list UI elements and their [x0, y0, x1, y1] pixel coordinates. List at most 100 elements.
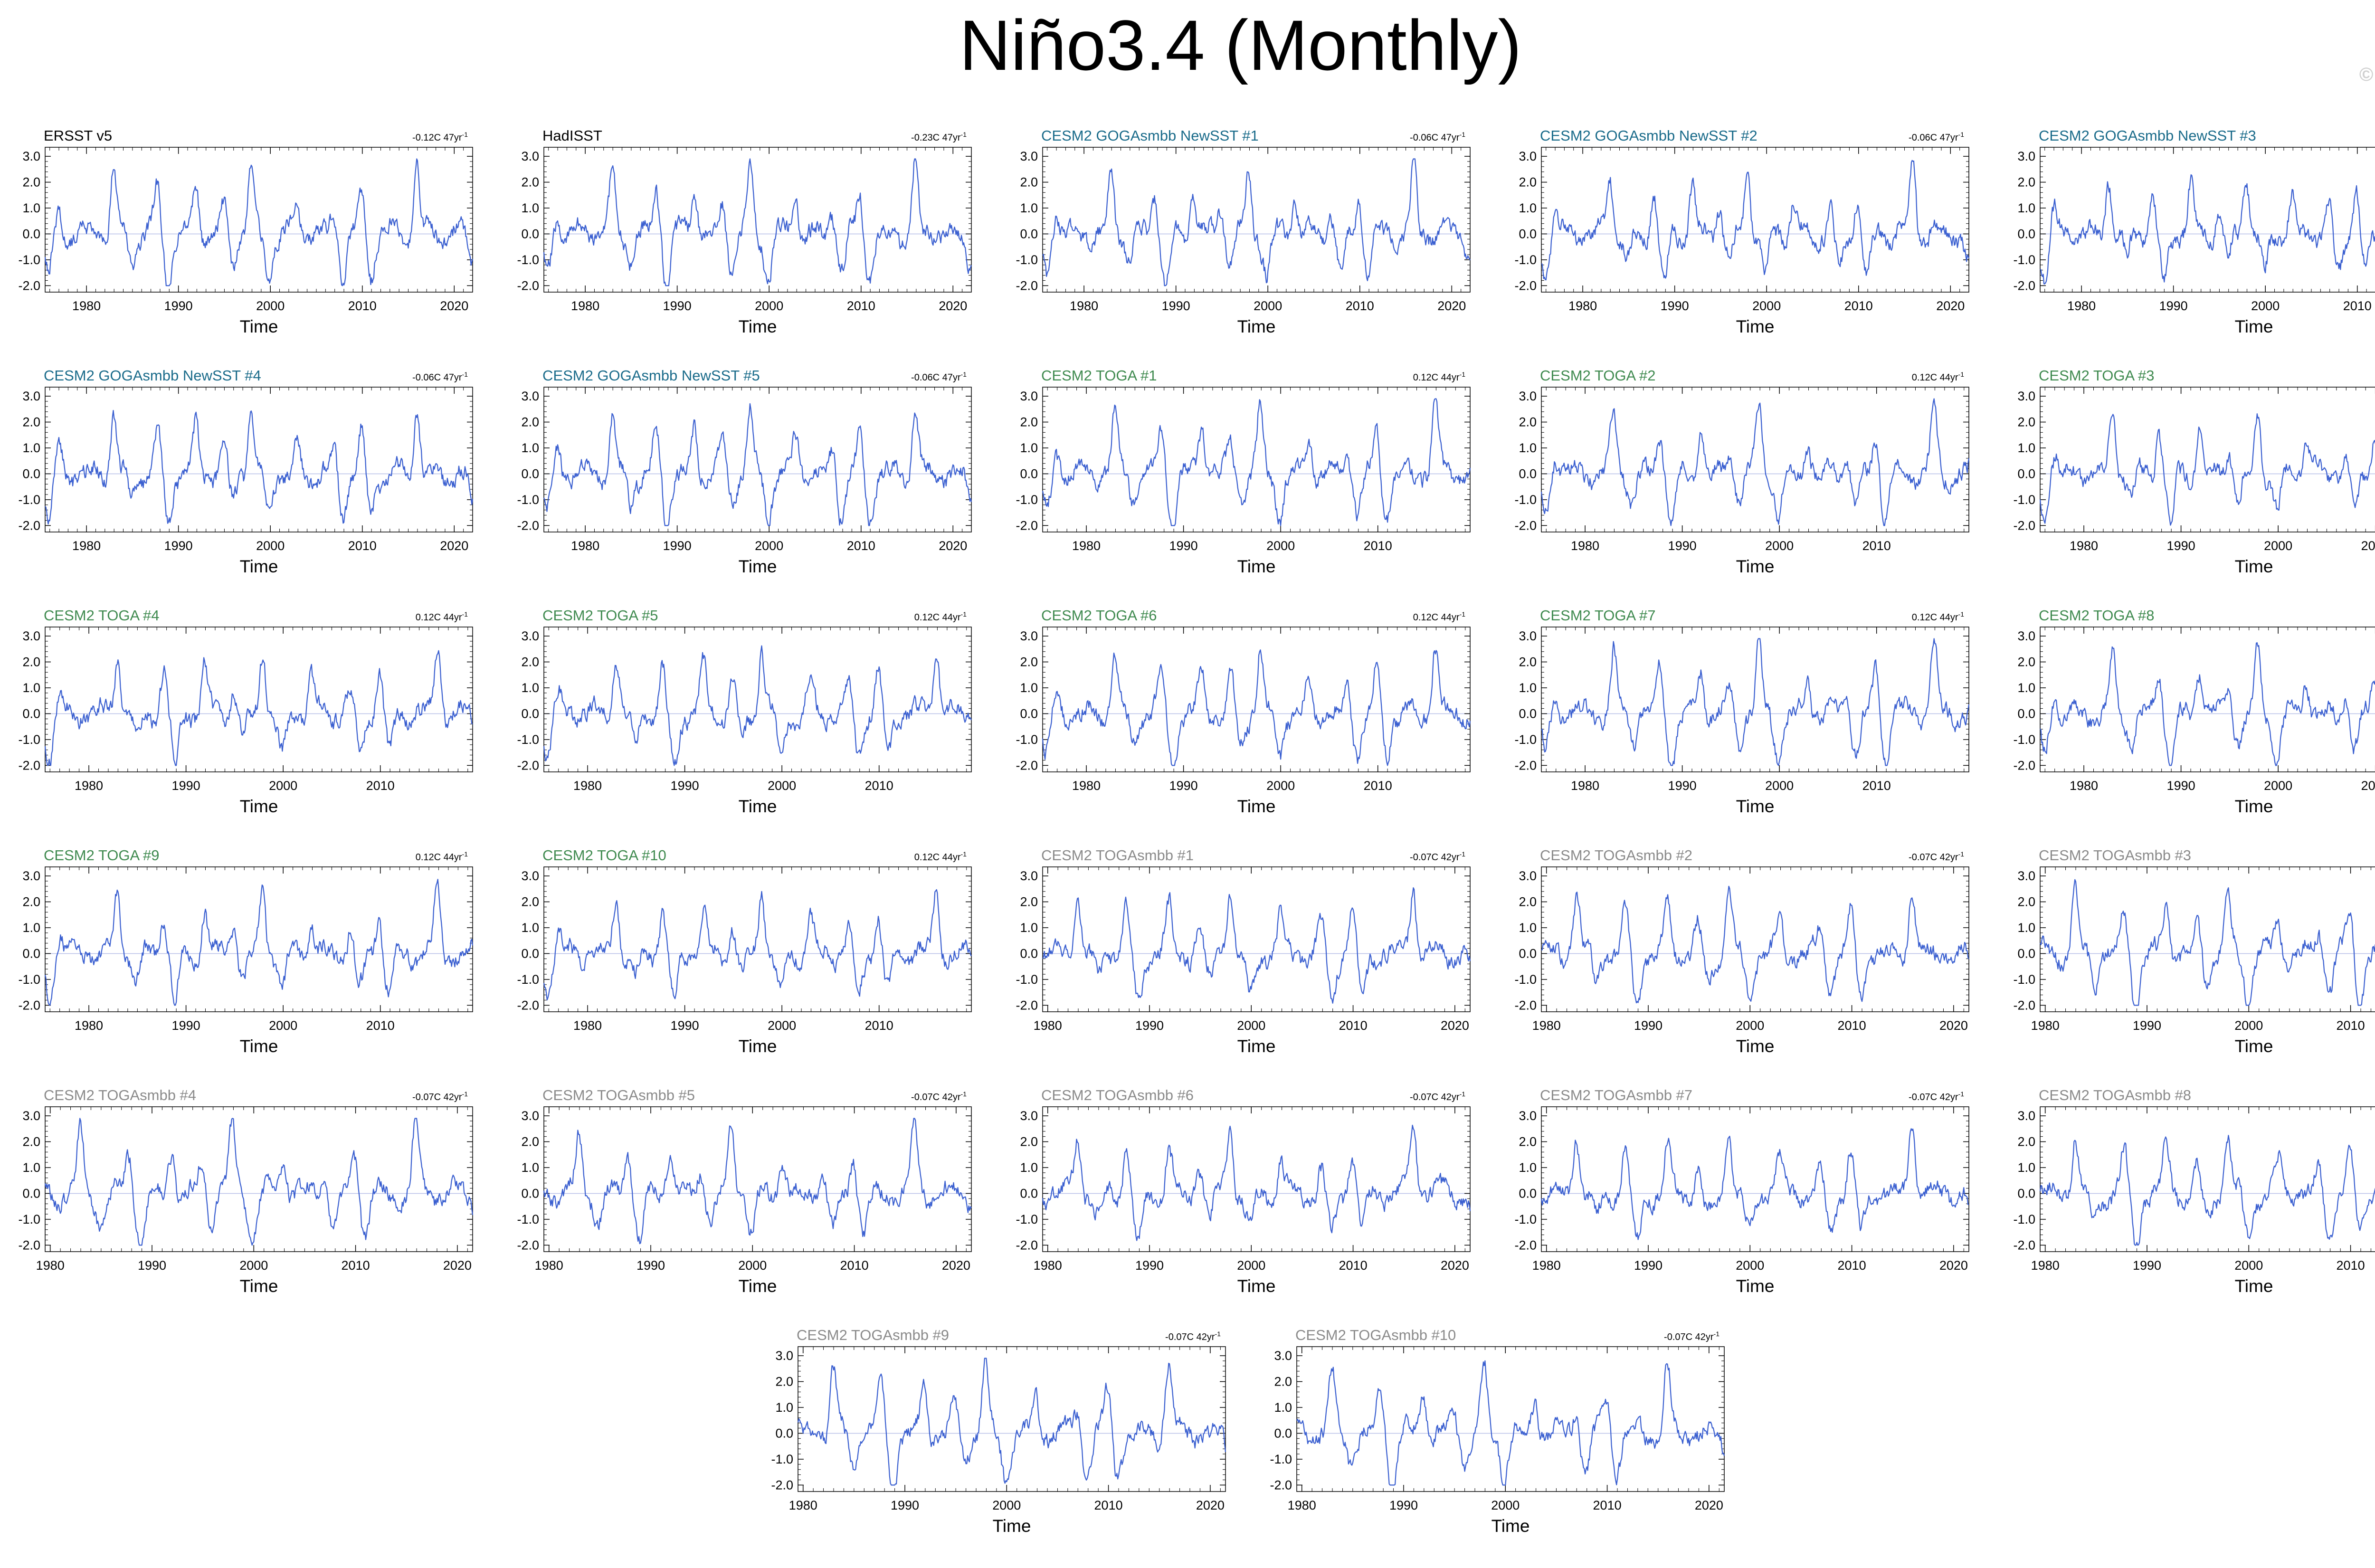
x-tick-label: 1980	[573, 779, 602, 793]
y-tick-label: 2.0	[22, 415, 40, 429]
trend-superscript: -1	[462, 131, 468, 138]
y-tick-label: 3.0	[1020, 149, 1038, 163]
x-tick-label: 1980	[573, 1018, 602, 1033]
x-tick-label: 2000	[1266, 539, 1295, 553]
plot-frame	[45, 1106, 473, 1252]
trend-superscript: -1	[1460, 131, 1466, 138]
plot-frame	[798, 1346, 1226, 1492]
y-tick-label: 1.0	[521, 921, 539, 935]
x-tick-label: 1980	[1571, 539, 1599, 553]
y-tick-label: 3.0	[22, 149, 40, 163]
y-tick-label: 2.0	[1519, 655, 1537, 669]
y-tick-label: -2.0	[1514, 998, 1537, 1012]
y-tick-label: 0.0	[1020, 466, 1038, 481]
series-line	[543, 403, 972, 526]
trend-label: -0.06C 47yr-1	[1410, 131, 1465, 143]
trend-label: -0.06C 47yr-1	[412, 371, 468, 383]
y-tick-label: 0.0	[1020, 706, 1038, 721]
watermark: © CVDP-LE	[2359, 64, 2375, 85]
y-tick-label: -1.0	[18, 493, 40, 507]
y-tick-label: 3.0	[1020, 629, 1038, 643]
x-tick-label: 2010	[348, 299, 377, 313]
y-tick-label: 0.0	[1020, 1186, 1038, 1200]
y-tick-label: 1.0	[1519, 201, 1537, 215]
x-tick-label: 1990	[2167, 779, 2195, 793]
chart-panel: CESM2 GOGAsmbb NewSST #2 -0.06C 47yr-1 3.0…	[1514, 127, 1970, 336]
y-tick-label: 3.0	[1519, 389, 1537, 403]
x-tick-label: 2020	[443, 1258, 472, 1273]
y-tick-label: -2.0	[1514, 278, 1537, 293]
x-tick-label: 1990	[671, 779, 699, 793]
y-tick-label: 3.0	[521, 149, 539, 163]
series-line	[45, 410, 474, 525]
trend-label: -0.07C 42yr-1	[1664, 1330, 1720, 1342]
x-tick-label: 1980	[72, 299, 101, 313]
y-tick-label: 0.0	[1519, 1186, 1537, 1200]
chart-panel: CESM2 GOGAsmbb NewSST #5 -0.06C 47yr-1 3.0…	[517, 367, 972, 576]
x-tick-label: 1980	[571, 539, 599, 553]
y-tick-label: -1.0	[2013, 493, 2035, 507]
y-tick-label: 3.0	[521, 869, 539, 883]
y-tick-label: -2.0	[18, 1238, 40, 1252]
x-tick-label: 2000	[2251, 299, 2280, 313]
y-tick-label: 1.0	[521, 441, 539, 455]
y-tick-label: 0.0	[775, 1426, 793, 1440]
y-tick-label: 0.0	[521, 227, 539, 241]
trend-superscript: -1	[462, 850, 468, 858]
series-line	[1042, 1124, 1471, 1241]
x-tick-label: 2010	[1838, 1258, 1866, 1273]
x-tick-label: 1980	[1072, 779, 1101, 793]
x-tick-label: 1990	[2133, 1018, 2161, 1033]
plot-frame	[1541, 1106, 1969, 1252]
x-tick-label: 2020	[1695, 1498, 1723, 1512]
x-tick-label: 2000	[2264, 779, 2292, 793]
x-axis-label: Time	[240, 1036, 278, 1056]
y-tick-label: 3.0	[1020, 869, 1038, 883]
y-tick-label: 3.0	[1519, 149, 1537, 163]
y-tick-label: -1.0	[1514, 493, 1537, 507]
x-tick-label: 2010	[865, 779, 893, 793]
y-tick-label: 1.0	[1519, 681, 1537, 695]
plot-frame	[2040, 387, 2375, 532]
x-axis-label: Time	[240, 797, 278, 816]
panel-title: CESM2 TOGA #8	[2039, 607, 2155, 624]
x-tick-label: 2010	[348, 539, 377, 553]
x-tick-label: 1990	[636, 1258, 665, 1273]
panel-title: CESM2 TOGAsmbb #1	[1041, 847, 1194, 864]
x-axis-label: Time	[240, 557, 278, 576]
trend-superscript: -1	[1958, 371, 1965, 378]
panel-title: CESM2 GOGAsmbb NewSST #1	[1041, 127, 1259, 144]
x-tick-label: 2010	[1094, 1498, 1123, 1512]
trend-superscript: -1	[1215, 1330, 1221, 1338]
chart-panel: CESM2 TOGA #6 0.12C 44yr-1 3.0 2.0 1.0 0.0 -1.…	[1016, 607, 1471, 816]
trend-superscript: -1	[1958, 850, 1965, 858]
x-tick-label: 1980	[2031, 1258, 2060, 1273]
y-tick-label: 2.0	[1519, 895, 1537, 909]
y-tick-label: -2.0	[1016, 278, 1038, 293]
y-tick-label: -1.0	[2013, 732, 2035, 747]
x-tick-label: 1990	[1135, 1018, 1164, 1033]
y-tick-label: 2.0	[22, 175, 40, 190]
panel-title: CESM2 TOGA #3	[2039, 367, 2155, 384]
x-tick-label: 1990	[172, 779, 200, 793]
y-tick-label: 3.0	[22, 389, 40, 403]
y-tick-label: 3.0	[1020, 389, 1038, 403]
y-tick-label: 1.0	[1519, 1160, 1537, 1175]
x-tick-label: 2020	[1437, 299, 1466, 313]
x-tick-label: 2010	[1844, 299, 1873, 313]
x-tick-label: 2020	[942, 1258, 970, 1273]
trend-superscript: -1	[961, 1090, 967, 1098]
x-axis-label: Time	[2235, 317, 2273, 336]
y-tick-label: 1.0	[1020, 921, 1038, 935]
series-line	[1042, 158, 1471, 286]
trend-superscript: -1	[462, 1090, 468, 1098]
x-axis-label: Time	[993, 1516, 1031, 1536]
panel-title: HadISST	[542, 127, 602, 144]
x-axis-label: Time	[739, 1276, 777, 1296]
panel-title: CESM2 GOGAsmbb NewSST #3	[2039, 127, 2256, 144]
chart-panel: CESM2 GOGAsmbb NewSST #3-0.06C 47yr-13.0…	[2013, 127, 2375, 336]
chart-panel: CESM2 TOGA #1 0.12C 44yr-1 3.0 2.0 1.0 0.0 -1.…	[1016, 367, 1471, 576]
series-line	[2040, 174, 2375, 285]
plot-frame	[1042, 1106, 1471, 1252]
y-tick-label: -1.0	[18, 1212, 40, 1226]
